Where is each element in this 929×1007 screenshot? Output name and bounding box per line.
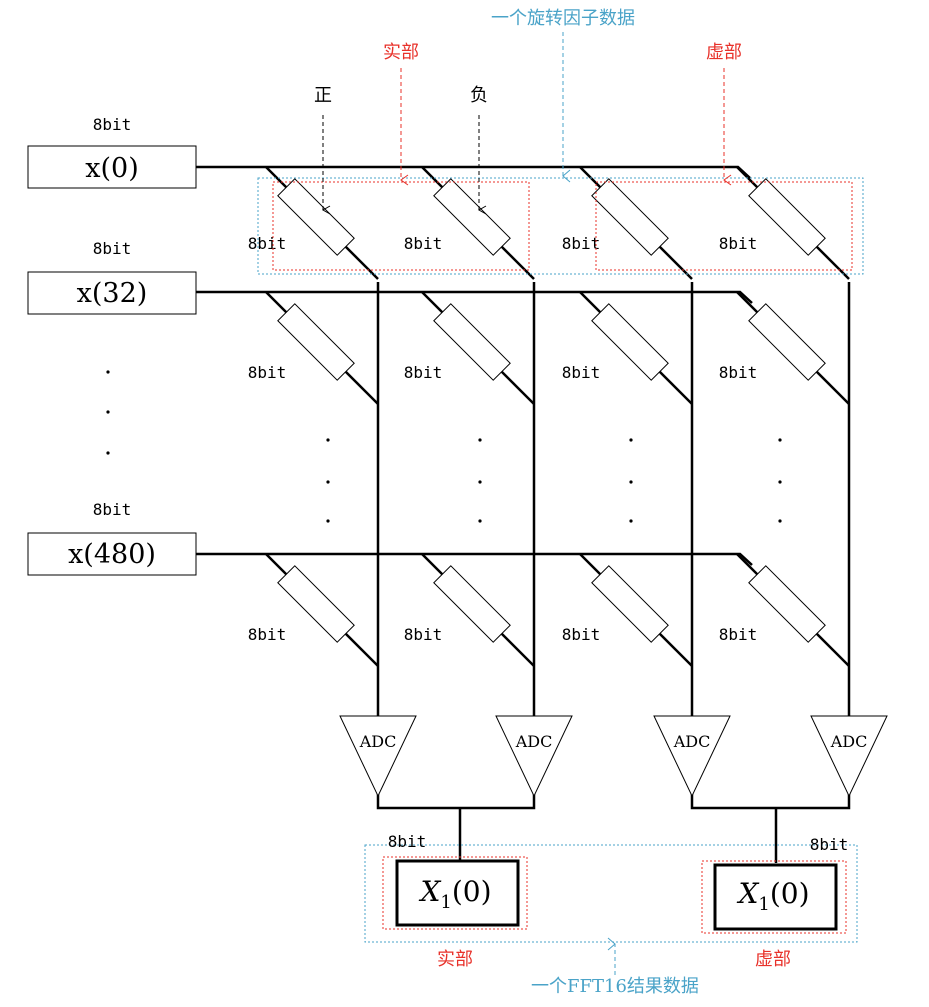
output-real: X1(0) [395,859,520,927]
input-x32-label: x(32) [77,278,148,309]
adc-row: ADC ADC ADC ADC [339,715,888,798]
adc-merge-wires [376,796,851,863]
column-wires [376,282,851,796]
adc-triangle [339,715,417,798]
imag-top-label: 虚部 [706,42,742,63]
real-output-frame [382,856,528,930]
resistor-cell-x0-d: 8bit [719,166,850,280]
result-group-frame [364,844,858,943]
imag-bottom-label: 虚部 [755,949,791,970]
adc-label: ADC [515,732,553,751]
output-imag-sub: 1 [758,894,769,915]
cell-bits-label: 8bit [562,363,601,382]
real-bottom-label: 实部 [437,949,473,970]
input-ellipsis [106,370,110,455]
grid-ellipsis [326,438,782,523]
cell-bits-label: 8bit [719,234,758,253]
output-real-arg: (0) [452,875,492,908]
input-x480-bits: 8bit [93,500,132,519]
adc-label: ADC [359,732,397,751]
resistor-body [748,303,826,381]
cell-bits-label: 8bit [404,363,443,382]
output-imag-arg: (0) [770,877,810,910]
twiddle-group-frame [257,177,864,275]
cell-bits-label: 8bit [562,625,601,644]
resistor-body [277,565,355,643]
output-real-base: X [418,875,441,908]
input-x32: x(32) [27,271,197,315]
adc-c: ADC [653,715,731,798]
cell-bits-label: 8bit [248,363,287,382]
adc-triangle [495,715,573,798]
cell-bits-label: 8bit [248,625,287,644]
resistor-cells: 8bit 8bit 8bit 8bit 8bit 8bit 8bit 8bit 8bit 8bit… [248,166,850,667]
resistor-cell-x0-b: 8bit [404,166,535,280]
negative-label: 负 [470,85,488,106]
output-real-bits: 8bit [388,832,427,851]
input-x480-label: x(480) [68,539,156,570]
input-x0: x(0) [27,145,197,189]
adc-d: ADC [810,715,888,798]
output-real-sub: 1 [440,892,451,913]
cell-bits-label: 8bit [719,363,758,382]
input-x0-bits: 8bit [93,115,132,134]
adc-b: ADC [495,715,573,798]
resistor-cell-x480-b: 8bit [404,553,535,667]
resistor-cell-x0-a: 8bit [248,166,379,280]
real-top-label: 实部 [383,42,419,63]
resistor-body [748,178,826,256]
adc-label: ADC [673,732,711,751]
resistor-body [433,565,511,643]
adc-label: ADC [830,732,868,751]
resistor-body [591,565,669,643]
cell-bits-label: 8bit [719,625,758,644]
resistor-cell-x480-c: 8bit [562,553,693,667]
adc-a: ADC [339,715,417,798]
resistor-body [277,303,355,381]
resistor-body [591,303,669,381]
twiddle-label: 一个旋转因子数据 [491,8,635,29]
resistor-cell-x480-a: 8bit [248,553,379,667]
resistor-cell-x0-c: 8bit [562,166,693,280]
cell-bits-label: 8bit [248,234,287,253]
result-label: 一个FFT16结果数据 [531,976,699,997]
resistor-cell-x480-d: 8bit [719,553,850,667]
input-x480: x(480) [27,532,197,576]
svg-text:X1(0): X1(0) [736,877,809,915]
resistor-cell-x32-d: 8bit [719,291,850,405]
input-x32-bits: 8bit [93,239,132,258]
resistor-body [591,178,669,256]
resistor-body [433,178,511,256]
resistor-cell-x32-a: 8bit [248,291,379,405]
adc-triangle [810,715,888,798]
positive-label: 正 [314,85,332,106]
cell-bits-label: 8bit [404,234,443,253]
imag-output-frame [701,860,847,934]
adc-triangle [653,715,731,798]
resistor-cell-x32-b: 8bit [404,291,535,405]
resistor-body [748,565,826,643]
input-x0-label: x(0) [85,153,138,184]
resistor-body [433,303,511,381]
output-imag: X1(0) [713,863,838,931]
output-imag-base: X [736,877,759,910]
resistor-body [277,178,355,256]
svg-text:X1(0): X1(0) [418,875,491,913]
cell-bits-label: 8bit [404,625,443,644]
output-imag-bits: 8bit [810,835,849,854]
cell-bits-label: 8bit [562,234,601,253]
resistor-cell-x32-c: 8bit [562,291,693,405]
